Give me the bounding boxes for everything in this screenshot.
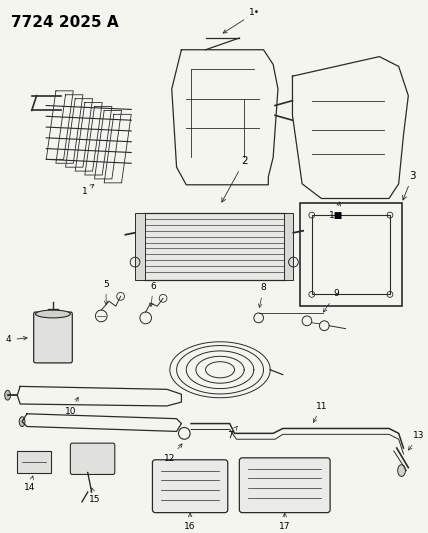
Ellipse shape	[36, 310, 70, 318]
Text: 10: 10	[65, 397, 78, 416]
FancyBboxPatch shape	[70, 443, 115, 474]
Text: 16: 16	[184, 513, 196, 531]
FancyBboxPatch shape	[34, 312, 72, 363]
Text: 1: 1	[82, 184, 94, 196]
Text: 5: 5	[103, 280, 109, 304]
Ellipse shape	[19, 417, 25, 426]
Text: 7724 2025 A: 7724 2025 A	[11, 14, 118, 29]
Ellipse shape	[398, 465, 405, 477]
Text: 13: 13	[408, 431, 425, 450]
Text: 6: 6	[149, 281, 156, 306]
Text: 14: 14	[24, 476, 36, 492]
Text: 9: 9	[324, 289, 339, 312]
Text: 11: 11	[313, 402, 327, 422]
Text: 7: 7	[227, 426, 237, 440]
Bar	[300, 204, 401, 306]
Bar	[17, 451, 51, 473]
Text: 12: 12	[164, 444, 182, 463]
Text: 3: 3	[403, 171, 416, 200]
Text: 1•: 1•	[223, 9, 260, 33]
FancyBboxPatch shape	[152, 460, 228, 513]
FancyBboxPatch shape	[239, 458, 330, 513]
Bar	[143, 213, 286, 280]
Bar	[284, 213, 294, 280]
Text: 1■: 1■	[329, 202, 343, 220]
Text: 17: 17	[279, 513, 291, 531]
Ellipse shape	[5, 390, 11, 400]
Text: 15: 15	[89, 488, 100, 504]
Text: 8: 8	[259, 284, 266, 308]
Bar	[312, 215, 390, 294]
Bar	[135, 213, 145, 280]
Text: 2: 2	[222, 156, 247, 202]
Text: 4: 4	[6, 335, 27, 344]
